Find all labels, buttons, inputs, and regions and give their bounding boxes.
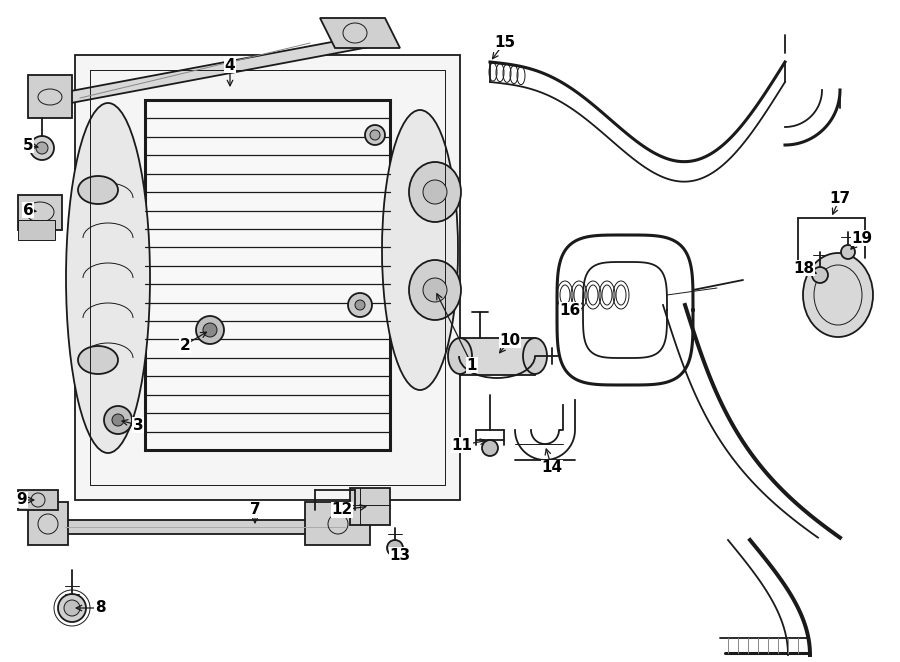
Polygon shape — [55, 520, 355, 534]
Text: 8: 8 — [94, 600, 105, 616]
Circle shape — [36, 142, 48, 154]
Text: 14: 14 — [542, 461, 562, 475]
Polygon shape — [55, 32, 385, 106]
Circle shape — [64, 600, 80, 616]
Text: 9: 9 — [17, 493, 27, 508]
Text: 18: 18 — [794, 261, 814, 275]
Text: 1: 1 — [467, 357, 477, 373]
Circle shape — [370, 130, 380, 140]
Polygon shape — [320, 18, 400, 48]
Ellipse shape — [523, 338, 547, 374]
Polygon shape — [28, 502, 68, 545]
Polygon shape — [18, 220, 55, 240]
Polygon shape — [460, 338, 535, 375]
Text: 13: 13 — [390, 547, 410, 563]
Text: 12: 12 — [331, 502, 353, 518]
Text: 15: 15 — [494, 34, 516, 50]
Text: 4: 4 — [225, 58, 235, 73]
Circle shape — [203, 323, 217, 337]
Circle shape — [423, 180, 447, 204]
Ellipse shape — [448, 338, 472, 374]
Ellipse shape — [66, 103, 150, 453]
Text: 16: 16 — [560, 303, 580, 318]
Circle shape — [30, 136, 54, 160]
Text: 19: 19 — [851, 230, 873, 246]
Text: 6: 6 — [22, 203, 33, 218]
Circle shape — [482, 440, 498, 456]
Polygon shape — [18, 490, 58, 510]
Circle shape — [841, 245, 855, 259]
Circle shape — [112, 414, 124, 426]
Text: 2: 2 — [180, 338, 191, 352]
Ellipse shape — [803, 253, 873, 337]
Circle shape — [365, 125, 385, 145]
Polygon shape — [28, 75, 72, 118]
Text: 10: 10 — [500, 332, 520, 348]
Text: 7: 7 — [249, 502, 260, 518]
Text: 11: 11 — [452, 438, 472, 453]
Text: 17: 17 — [830, 191, 850, 205]
Ellipse shape — [78, 176, 118, 204]
Circle shape — [355, 300, 365, 310]
Polygon shape — [18, 195, 62, 230]
Circle shape — [58, 594, 86, 622]
Ellipse shape — [78, 346, 118, 374]
Circle shape — [423, 278, 447, 302]
Ellipse shape — [409, 162, 461, 222]
Circle shape — [812, 267, 828, 283]
Circle shape — [387, 540, 403, 556]
Text: 5: 5 — [22, 138, 33, 152]
Circle shape — [348, 293, 372, 317]
Circle shape — [104, 406, 132, 434]
Circle shape — [196, 316, 224, 344]
Ellipse shape — [409, 260, 461, 320]
Polygon shape — [75, 55, 460, 500]
Polygon shape — [305, 502, 370, 545]
Polygon shape — [145, 100, 390, 450]
Text: 3: 3 — [132, 418, 143, 432]
Ellipse shape — [382, 110, 458, 390]
Polygon shape — [350, 488, 390, 525]
